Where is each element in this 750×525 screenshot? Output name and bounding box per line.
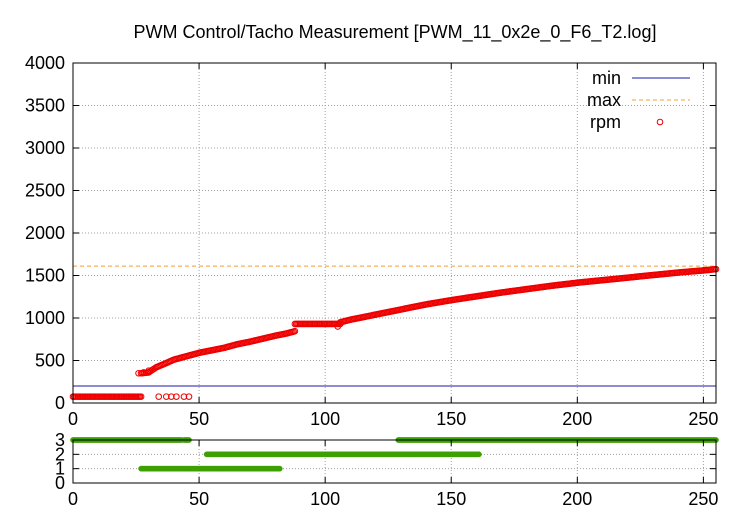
rpm-point [291, 327, 299, 335]
rpm-point [137, 393, 145, 400]
main-y-tick-label: 2000 [25, 223, 65, 243]
main-x-tick-label: 200 [562, 409, 592, 429]
main-x-tick-label: 0 [68, 409, 78, 429]
sub-x-tick-label: 200 [562, 489, 592, 509]
main-grid [73, 63, 716, 403]
sub-x-tick-label: 50 [189, 489, 209, 509]
legend-marker-rpm [656, 118, 664, 126]
main-x-tick-label: 50 [189, 409, 209, 429]
sub-x-tick-label: 100 [310, 489, 340, 509]
main-y-tick-label: 2500 [25, 181, 65, 201]
rpm-point [180, 393, 188, 400]
rpm-point [162, 393, 170, 400]
main-y-tick-label: 3500 [25, 96, 65, 116]
sub-x-tick-label: 0 [68, 489, 78, 509]
legend-label-max: max [587, 90, 621, 110]
pwm-state-point [276, 465, 283, 472]
main-y-tick-label: 500 [35, 351, 65, 371]
pwm-state-point [476, 451, 482, 458]
main-y-tick-label: 0 [55, 393, 65, 413]
main-y-tick-label: 1000 [25, 308, 65, 328]
sub-y-tick-label: 2 [55, 444, 65, 464]
sub-x-tick-label: 250 [688, 489, 718, 509]
main-x-tick-label: 150 [436, 409, 466, 429]
sub-y-tick-label: 0 [55, 473, 65, 493]
sub-data [70, 437, 719, 472]
sub-grid [73, 440, 716, 483]
rpm-point [145, 367, 152, 375]
rpm-point [334, 323, 342, 330]
rpm-point [185, 393, 193, 400]
legend-label-rpm: rpm [590, 112, 621, 132]
sub-y-tick-label: 1 [55, 459, 65, 479]
main-x-tick-label: 100 [310, 409, 340, 429]
main-y-tick-label: 4000 [25, 53, 65, 73]
chart-title: PWM Control/Tacho Measurement [PWM_11_0x… [134, 22, 657, 43]
rpm-point [155, 393, 163, 400]
main-axes: 0 50 100 150 200 2500500100015002000250030003… [25, 53, 718, 429]
sub-y-tick-label: 3 [55, 430, 65, 450]
main-y-tick-label: 3000 [25, 138, 65, 158]
rpm-point [173, 393, 180, 400]
main-y-tick-label: 1500 [25, 266, 65, 286]
legend-label-min: min [592, 68, 621, 88]
rpm-point [168, 393, 175, 400]
sub-x-tick-label: 150 [436, 489, 466, 509]
main-data [69, 265, 720, 400]
main-x-tick-label: 250 [688, 409, 718, 429]
sub-frame [72, 439, 717, 484]
